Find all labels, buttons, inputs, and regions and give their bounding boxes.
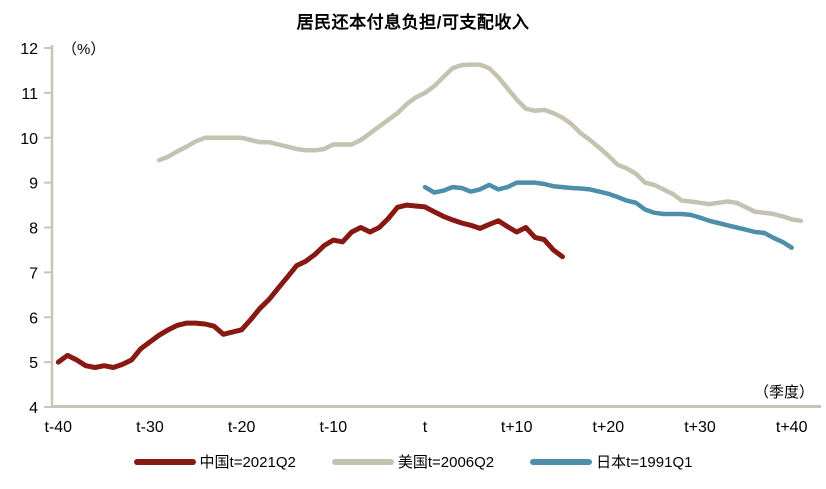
y-tick-label: 9 [29, 176, 38, 193]
x-tick-label: t+20 [593, 419, 625, 436]
legend-item-japan: 日本t=1991Q1 [530, 451, 692, 472]
legend-label-china: 中国t=2021Q2 [199, 454, 296, 471]
x-tick-label: t+40 [776, 419, 808, 436]
x-tick-label: t-30 [136, 419, 164, 436]
y-tick-label: 12 [20, 41, 38, 58]
chart-title: 居民还本付息负担/可支配收入 [296, 13, 530, 32]
y-tick-label: 4 [29, 400, 38, 417]
us-line-swatch-icon [331, 458, 394, 465]
y-tick-label: 11 [21, 86, 38, 103]
japan-line-swatch-icon [530, 458, 593, 465]
y-tick-label: 7 [29, 265, 38, 282]
y-tick-label: 10 [20, 131, 38, 148]
series-line-0 [55, 202, 565, 370]
y-tick-label: 5 [29, 355, 38, 372]
chart-legend: 中国t=2021Q2 美国t=2006Q2 日本t=1991Q1 [0, 451, 826, 472]
legend-label-japan: 日本t=1991Q1 [596, 454, 693, 471]
legend-item-us: 美国t=2006Q2 [331, 451, 495, 472]
legend-item-china: 中国t=2021Q2 [133, 451, 296, 472]
china-line-swatch-icon [133, 458, 196, 465]
x-tick-label: t [423, 419, 428, 436]
legend-label-us: 美国t=2006Q2 [397, 454, 495, 471]
x-tick-label: t+30 [684, 419, 716, 436]
x-axis-unit-label: （季度） [753, 384, 814, 401]
x-tick-label: t-40 [45, 419, 73, 436]
series-line-1 [156, 62, 804, 224]
x-tick-label: t-10 [320, 419, 348, 436]
x-tick-label: t+10 [501, 419, 533, 436]
y-axis-unit-label: （%） [62, 41, 106, 58]
series-line-2 [422, 180, 794, 250]
y-tick-label: 6 [29, 310, 38, 327]
x-tick-label: t-20 [228, 419, 256, 436]
y-tick-label: 8 [29, 221, 38, 238]
